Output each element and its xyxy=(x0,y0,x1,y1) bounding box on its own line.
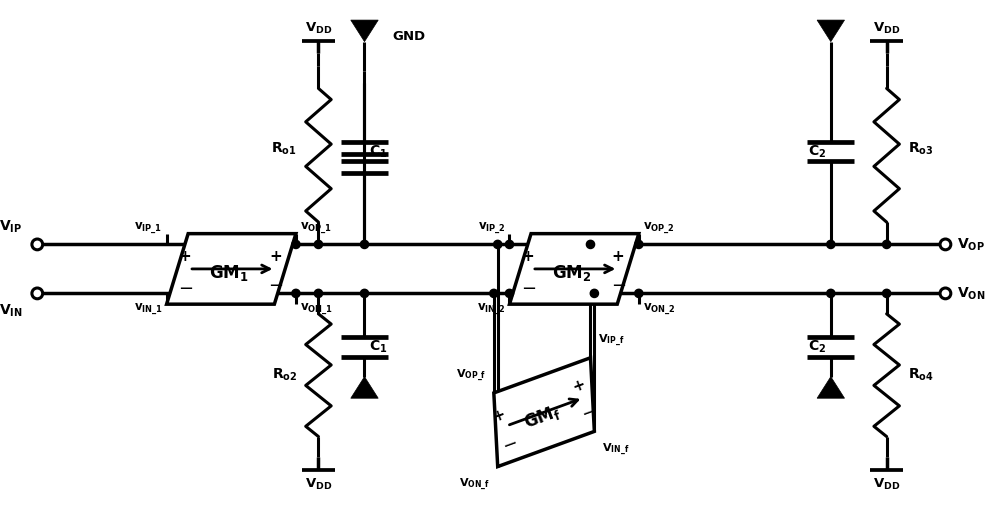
Text: $\mathbf{V_{IP\_f}}$: $\mathbf{V_{IP\_f}}$ xyxy=(598,332,625,348)
Circle shape xyxy=(586,240,595,249)
Text: $\mathbf{R_{o4}}$: $\mathbf{R_{o4}}$ xyxy=(908,367,934,384)
Text: $\mathbf{GND}$: $\mathbf{GND}$ xyxy=(392,30,426,43)
Text: $\mathbf{V_{ON\_f}}$: $\mathbf{V_{ON\_f}}$ xyxy=(459,476,490,492)
Text: $\mathbf{C_1}$: $\mathbf{C_1}$ xyxy=(369,143,388,160)
Text: $\mathbf{v_{ON\_1}}$: $\mathbf{v_{ON\_1}}$ xyxy=(300,302,333,317)
Text: $\mathbf{v_{IN\_1}}$: $\mathbf{v_{IN\_1}}$ xyxy=(134,302,163,317)
Text: $-$: $-$ xyxy=(178,278,193,296)
Circle shape xyxy=(494,240,502,249)
Polygon shape xyxy=(817,20,845,42)
Circle shape xyxy=(292,289,300,297)
Text: +: + xyxy=(522,249,534,263)
Circle shape xyxy=(32,288,43,299)
Text: $\mathbf{V_{DD}}$: $\mathbf{V_{DD}}$ xyxy=(305,477,332,492)
Text: +: + xyxy=(179,249,192,263)
Text: $\mathbf{V_{DD}}$: $\mathbf{V_{DD}}$ xyxy=(873,477,900,492)
Text: $\mathbf{v_{IP\_1}}$: $\mathbf{v_{IP\_1}}$ xyxy=(134,221,163,236)
Polygon shape xyxy=(817,377,845,398)
Text: $\mathbf{C_2}$: $\mathbf{C_2}$ xyxy=(808,143,826,160)
Text: +: + xyxy=(612,249,625,263)
Text: $\mathbf{V_{IN\_f}}$: $\mathbf{V_{IN\_f}}$ xyxy=(602,441,630,457)
Circle shape xyxy=(635,240,643,249)
Circle shape xyxy=(940,288,951,299)
Polygon shape xyxy=(351,377,378,398)
Circle shape xyxy=(590,289,598,297)
Text: +: + xyxy=(570,377,587,395)
Text: $\mathbf{V_{ON}}$: $\mathbf{V_{ON}}$ xyxy=(957,285,986,302)
Text: $\mathbf{R_{o2}}$: $\mathbf{R_{o2}}$ xyxy=(272,367,297,384)
Polygon shape xyxy=(167,234,296,304)
Text: $-$: $-$ xyxy=(268,275,283,293)
Polygon shape xyxy=(494,358,594,467)
Text: $\mathbf{GM_{f}}$: $\mathbf{GM_{f}}$ xyxy=(522,401,564,433)
Text: $\mathbf{GM_{1}}$: $\mathbf{GM_{1}}$ xyxy=(209,263,248,283)
Text: $\mathbf{V_{IN}}$: $\mathbf{V_{IN}}$ xyxy=(0,303,23,319)
Text: $\mathbf{R_{o1}}$: $\mathbf{R_{o1}}$ xyxy=(271,141,297,157)
Text: $-$: $-$ xyxy=(611,275,626,293)
Polygon shape xyxy=(509,234,639,304)
Text: +: + xyxy=(490,406,507,424)
Polygon shape xyxy=(351,20,378,42)
Circle shape xyxy=(883,289,891,297)
Text: $\mathbf{C_1}$: $\mathbf{C_1}$ xyxy=(369,339,388,355)
Circle shape xyxy=(292,240,300,249)
Text: $\mathbf{v_{OP\_2}}$: $\mathbf{v_{OP\_2}}$ xyxy=(643,221,675,236)
Circle shape xyxy=(505,289,514,297)
Text: $\mathbf{R_{o3}}$: $\mathbf{R_{o3}}$ xyxy=(908,141,934,157)
Text: $\mathbf{v_{OP\_1}}$: $\mathbf{v_{OP\_1}}$ xyxy=(300,221,332,236)
Text: $\mathbf{v_{ON\_2}}$: $\mathbf{v_{ON\_2}}$ xyxy=(643,302,675,317)
Text: $\mathbf{V_{DD}}$: $\mathbf{V_{DD}}$ xyxy=(873,21,900,37)
Text: $\mathbf{v_{IN\_2}}$: $\mathbf{v_{IN\_2}}$ xyxy=(477,302,506,317)
Circle shape xyxy=(883,240,891,249)
Text: $\mathbf{V_{OP}}$: $\mathbf{V_{OP}}$ xyxy=(957,236,985,253)
Circle shape xyxy=(827,240,835,249)
Circle shape xyxy=(314,289,323,297)
Circle shape xyxy=(360,240,369,249)
Circle shape xyxy=(635,289,643,297)
Text: $-$: $-$ xyxy=(499,433,519,455)
Circle shape xyxy=(505,240,514,249)
Text: $\mathbf{V_{OP\_f}}$: $\mathbf{V_{OP\_f}}$ xyxy=(456,367,486,384)
Circle shape xyxy=(32,239,43,250)
Circle shape xyxy=(360,289,369,297)
Text: $\mathbf{GM_{2}}$: $\mathbf{GM_{2}}$ xyxy=(552,263,591,283)
Text: $\mathbf{V_{IP}}$: $\mathbf{V_{IP}}$ xyxy=(0,218,23,235)
Text: +: + xyxy=(269,249,282,263)
Circle shape xyxy=(490,289,498,297)
Text: $-$: $-$ xyxy=(521,278,536,296)
Circle shape xyxy=(827,289,835,297)
Text: $\mathbf{V_{DD}}$: $\mathbf{V_{DD}}$ xyxy=(305,21,332,37)
Text: $-$: $-$ xyxy=(578,400,598,423)
Circle shape xyxy=(940,239,951,250)
Circle shape xyxy=(314,240,323,249)
Text: $\mathbf{C_2}$: $\mathbf{C_2}$ xyxy=(808,339,826,355)
Text: $\mathbf{v_{IP\_2}}$: $\mathbf{v_{IP\_2}}$ xyxy=(478,221,506,236)
